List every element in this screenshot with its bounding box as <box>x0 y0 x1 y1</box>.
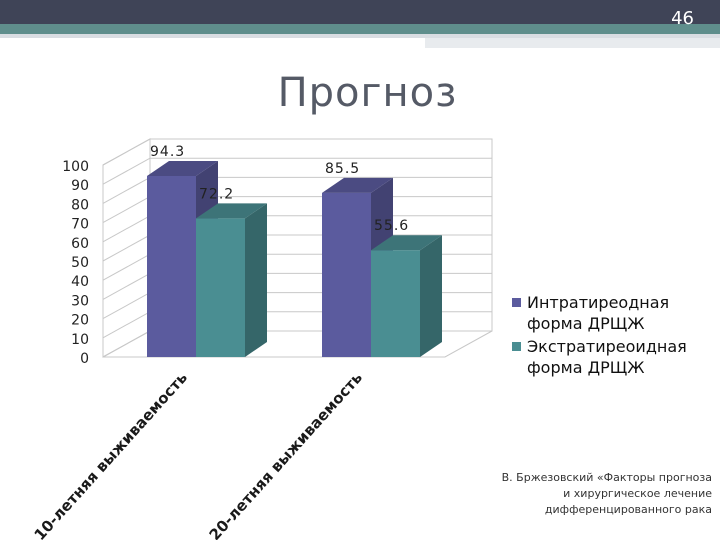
bar <box>371 235 442 357</box>
y-tick-label: 20 <box>71 313 89 329</box>
data-label: 55.6 <box>374 218 409 234</box>
y-tick-label: 50 <box>71 255 89 271</box>
legend-swatch <box>512 342 521 351</box>
data-label: 85.5 <box>325 161 360 177</box>
gridline-depth <box>102 215 151 243</box>
data-label: 94.3 <box>150 144 185 160</box>
legend-item-series1: Интратиреодная форма ДРЩЖ <box>512 292 717 334</box>
accent-stripe-shadow <box>425 38 720 48</box>
source-note: В. Бржезовский «Факторы прогноза и хирур… <box>501 471 712 516</box>
data-label: 72.2 <box>199 186 234 202</box>
bar-front <box>147 175 196 357</box>
y-tick-label: 80 <box>71 197 89 213</box>
slide-title: Прогноз <box>277 70 458 116</box>
y-tick-label: 100 <box>62 159 89 175</box>
legend-label: Интратиреодная форма ДРЩЖ <box>527 293 670 333</box>
y-tick-label: 90 <box>71 178 89 194</box>
gridline-depth <box>102 176 151 204</box>
gridline-depth <box>102 311 151 339</box>
gridline-depth <box>102 138 151 166</box>
accent-stripe-light <box>0 34 720 38</box>
gridline-depth <box>102 272 151 300</box>
accent-stripe <box>0 24 720 34</box>
y-tick-label: 40 <box>71 274 89 290</box>
y-tick-label: 70 <box>71 217 89 233</box>
gridline-depth <box>102 234 151 262</box>
gridline-depth <box>102 330 151 358</box>
y-tick-label: 10 <box>71 332 89 348</box>
legend-item-series2: Экстратиреоидная форма ДРЩЖ <box>512 336 717 378</box>
bar <box>196 203 267 357</box>
gridline-depth <box>102 253 151 281</box>
bar-front <box>196 218 245 357</box>
bar-top <box>147 160 218 176</box>
bar-top <box>196 203 267 219</box>
bar-top <box>322 177 393 193</box>
header-bar <box>0 0 720 24</box>
gridline-depth <box>102 292 151 320</box>
x-tick-label: 10-летняя выживаемость <box>31 369 191 540</box>
bar <box>322 177 393 357</box>
bar-top <box>371 235 442 251</box>
legend-label: Экстратиреоидная форма ДРЩЖ <box>527 337 687 377</box>
chart-legend: Интратиреодная форма ДРЩЖ Экстратиреоидн… <box>512 292 717 380</box>
bar-side <box>420 235 442 357</box>
bar-front <box>371 250 420 357</box>
y-tick-label: 30 <box>71 293 89 309</box>
x-tick-label: 20-летняя выживаемость <box>206 369 366 540</box>
legend-swatch <box>512 298 521 307</box>
y-tick-label: 60 <box>71 236 89 252</box>
bar-front <box>322 192 371 357</box>
gridline-depth <box>102 157 151 185</box>
y-tick-label: 0 <box>80 351 89 367</box>
gridline-depth <box>102 196 151 224</box>
bar-side <box>245 203 267 357</box>
slide-number: 46 <box>671 8 694 29</box>
